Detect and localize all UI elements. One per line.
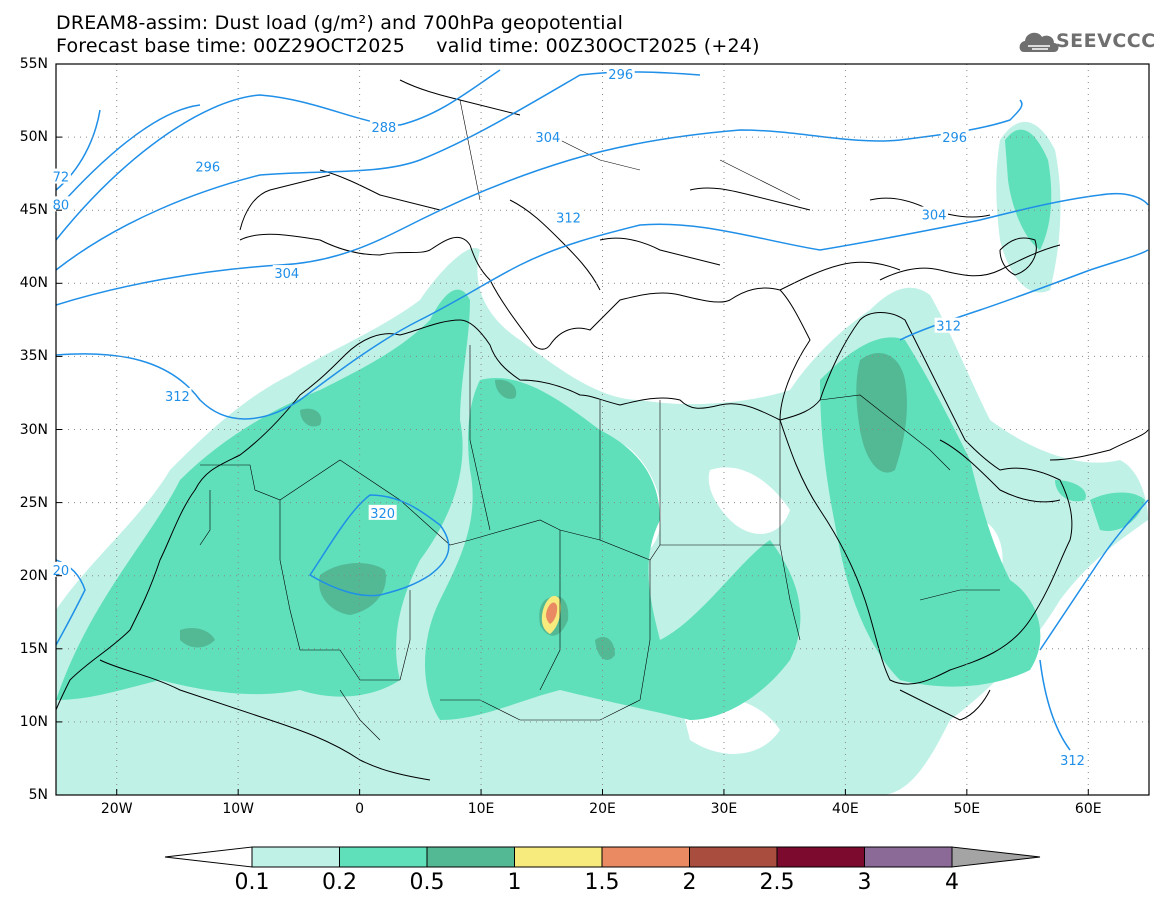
lon-label: 60E <box>1074 801 1102 817</box>
contour-label: 312 <box>165 390 190 405</box>
lat-label: 10N <box>19 713 48 730</box>
chart-title: DREAM8-assim: Dust load (g/m²) and 700hP… <box>56 12 624 34</box>
lon-label: 0 <box>355 801 365 817</box>
colorbar-swatch <box>426 846 515 868</box>
colorbar-label: 0.5 <box>409 870 445 895</box>
colorbar-swatch <box>601 846 690 868</box>
colorbar-label: 0.2 <box>322 870 357 895</box>
lat-label: 5N <box>28 787 48 803</box>
contour-label-bg <box>920 206 949 222</box>
contour-label: 20 <box>53 564 70 579</box>
contour-label-bg <box>606 66 635 82</box>
contour-label: 312 <box>1060 754 1085 769</box>
colorbar-swatch <box>689 846 778 868</box>
contour-label: 312 <box>556 212 581 227</box>
contour-label-bg <box>163 387 192 403</box>
colorbar-swatch <box>251 846 340 868</box>
colorbar-label: 1.5 <box>584 870 620 895</box>
lon-label: 10E <box>467 801 495 817</box>
colorbar-label: 2 <box>682 870 697 895</box>
lat-label: 35N <box>19 348 48 365</box>
contour-label: 288 <box>371 121 396 136</box>
lon-label: 10W <box>222 801 254 817</box>
contour-label: 296 <box>195 160 220 175</box>
colorbar-label: 4 <box>945 870 959 895</box>
contour-label: 312 <box>936 320 961 335</box>
dust-level-1.5 <box>546 602 558 624</box>
contour-label: 296 <box>608 68 633 83</box>
lat-label: 25N <box>19 494 48 511</box>
colorbar-swatch <box>864 846 953 868</box>
colorbar-swatch <box>514 846 603 868</box>
colorbar-label: 3 <box>857 870 872 895</box>
colorbar-label: 1 <box>507 870 522 895</box>
contour-label: 304 <box>274 267 299 282</box>
lat-label: 15N <box>19 640 48 657</box>
contour-label-bg <box>50 168 71 184</box>
colorbar-swatch <box>776 846 865 868</box>
colorbar-above-triangle <box>951 846 1041 868</box>
contour-label-bg <box>50 561 71 577</box>
lat-label: 55N <box>19 56 48 72</box>
contour-label: 80 <box>53 198 70 213</box>
lon-label: 40E <box>832 801 859 817</box>
lon-label: 50E <box>953 801 981 817</box>
lat-label: 40N <box>19 275 48 292</box>
lat-label: 30N <box>19 421 48 438</box>
lon-label: 20W <box>100 801 133 817</box>
lon-label: 30E <box>710 801 738 817</box>
axis-ticks <box>56 63 1089 796</box>
contour-label-bg <box>272 265 301 281</box>
lat-label: 20N <box>19 567 48 584</box>
contour-label: 304 <box>535 131 560 146</box>
lon-label: 20E <box>589 801 616 817</box>
cloud-logo-icon <box>1019 32 1059 52</box>
colorbar-label: 0.1 <box>234 870 270 895</box>
colorbar-swatch <box>339 846 428 868</box>
logo-text: SEEVCCC <box>1056 30 1156 52</box>
contour-label-bg <box>368 504 397 520</box>
contour-label: 304 <box>922 209 947 224</box>
contour-label-bg <box>50 196 71 212</box>
contour-labels: 296 288 304 296 296 72 80 312 304 304 312 312 320 20 3… <box>50 66 1087 769</box>
contour-label-bg <box>193 158 222 174</box>
contour-label-bg <box>934 317 963 333</box>
lat-label: 50N <box>19 129 48 146</box>
colorbar-label: 2.5 <box>759 870 795 895</box>
contour-label: 72 <box>53 171 70 186</box>
colorbar-below-triangle <box>164 846 253 868</box>
contour-label-bg <box>369 118 398 134</box>
contour-label-bg <box>1058 751 1087 767</box>
coastlines <box>56 79 1149 781</box>
dotted-grid <box>56 64 1149 795</box>
contour-label: 320 <box>370 507 395 522</box>
contour-label-bg <box>533 129 562 145</box>
contour-label: 296 <box>942 131 967 146</box>
lat-label: 45N <box>19 202 48 219</box>
forecast-times: Forecast base time: 00Z29OCT2025 valid t… <box>56 35 760 57</box>
contour-label-bg <box>940 129 969 145</box>
country-borders <box>199 99 1000 741</box>
contour-label-bg <box>554 209 583 225</box>
